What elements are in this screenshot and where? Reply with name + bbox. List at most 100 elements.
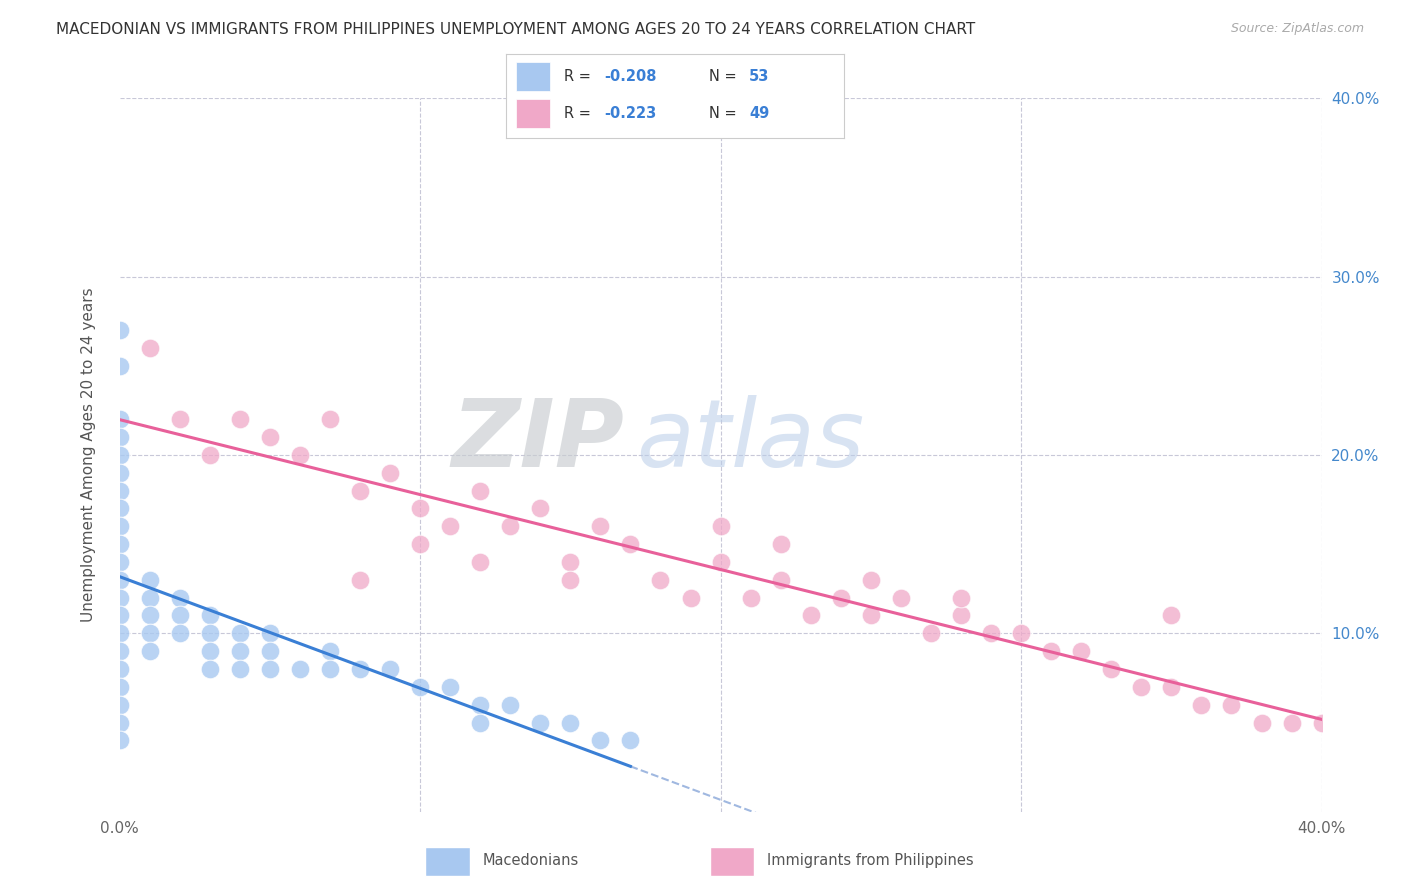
Point	[709, 519, 731, 533]
Point	[378, 662, 401, 676]
Point	[108, 591, 131, 605]
Bar	[426, 847, 470, 876]
Point	[349, 483, 371, 498]
Point	[439, 680, 461, 694]
Point	[108, 359, 131, 373]
Point	[378, 466, 401, 480]
Point	[228, 626, 252, 640]
Point	[108, 466, 131, 480]
Point	[108, 626, 131, 640]
Text: Source: ZipAtlas.com: Source: ZipAtlas.com	[1230, 22, 1364, 36]
Point	[138, 591, 160, 605]
Point	[108, 555, 131, 569]
Point	[439, 519, 461, 533]
Point	[409, 501, 432, 516]
Point	[259, 644, 281, 658]
Point	[589, 519, 612, 533]
Point	[349, 573, 371, 587]
Point	[108, 698, 131, 712]
Point	[198, 662, 221, 676]
Point	[1040, 644, 1063, 658]
Text: Macedonians: Macedonians	[482, 853, 578, 868]
Point	[800, 608, 823, 623]
Point	[319, 644, 342, 658]
Point	[560, 573, 582, 587]
Point	[468, 555, 492, 569]
Point	[228, 644, 252, 658]
Point	[1220, 698, 1243, 712]
Point	[1281, 715, 1303, 730]
Point	[859, 573, 882, 587]
Point	[560, 715, 582, 730]
Point	[138, 341, 160, 355]
Point	[108, 644, 131, 658]
Text: -0.208: -0.208	[605, 69, 657, 84]
Point	[108, 608, 131, 623]
Y-axis label: Unemployment Among Ages 20 to 24 years: Unemployment Among Ages 20 to 24 years	[82, 287, 96, 623]
Text: ZIP: ZIP	[451, 394, 624, 487]
Point	[319, 412, 342, 426]
Point	[409, 680, 432, 694]
Point	[560, 555, 582, 569]
Point	[108, 662, 131, 676]
Point	[108, 537, 131, 551]
Point	[228, 412, 252, 426]
Point	[169, 626, 191, 640]
Point	[1160, 680, 1182, 694]
Point	[228, 662, 252, 676]
Point	[679, 591, 702, 605]
Point	[108, 519, 131, 533]
Text: N =: N =	[709, 106, 741, 121]
Point	[920, 626, 942, 640]
Point	[259, 430, 281, 444]
Point	[468, 715, 492, 730]
Point	[138, 608, 160, 623]
Point	[589, 733, 612, 747]
Point	[468, 483, 492, 498]
Bar	[710, 847, 754, 876]
Text: atlas: atlas	[637, 395, 865, 486]
Point	[709, 555, 731, 569]
Point	[108, 323, 131, 337]
Point	[830, 591, 852, 605]
Point	[409, 537, 432, 551]
Point	[468, 698, 492, 712]
Text: 53: 53	[749, 69, 769, 84]
Point	[1189, 698, 1212, 712]
Bar	[516, 99, 550, 128]
Point	[499, 698, 522, 712]
Point	[1160, 608, 1182, 623]
Point	[259, 662, 281, 676]
Point	[138, 644, 160, 658]
Text: R =: R =	[564, 69, 595, 84]
Point	[169, 412, 191, 426]
Point	[198, 644, 221, 658]
Point	[769, 537, 792, 551]
Point	[890, 591, 912, 605]
Point	[980, 626, 1002, 640]
Point	[619, 537, 641, 551]
Text: -0.223: -0.223	[605, 106, 657, 121]
Point	[319, 662, 342, 676]
Point	[950, 591, 973, 605]
Point	[529, 715, 551, 730]
Point	[108, 501, 131, 516]
Point	[169, 608, 191, 623]
Point	[1250, 715, 1272, 730]
Point	[288, 662, 311, 676]
Point	[650, 573, 672, 587]
Point	[1010, 626, 1032, 640]
Point	[108, 430, 131, 444]
Point	[138, 626, 160, 640]
Point	[108, 715, 131, 730]
Point	[198, 448, 221, 462]
Point	[108, 680, 131, 694]
Point	[1310, 715, 1333, 730]
Point	[288, 448, 311, 462]
Point	[198, 626, 221, 640]
Point	[108, 483, 131, 498]
Point	[198, 608, 221, 623]
Point	[499, 519, 522, 533]
Point	[108, 573, 131, 587]
Point	[740, 591, 762, 605]
